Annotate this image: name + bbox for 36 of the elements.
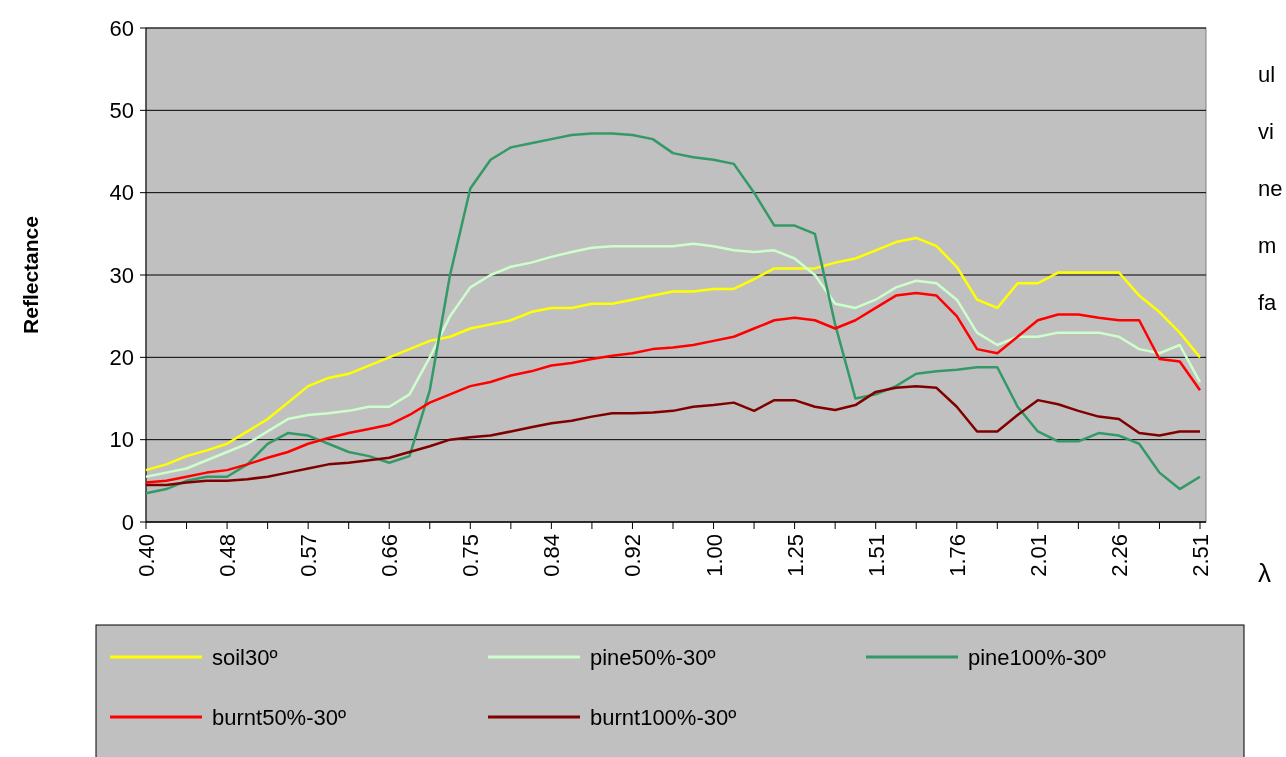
text: fa (1258, 290, 1278, 315)
text: m (1258, 233, 1277, 258)
x-tick-label: 1.00 (701, 534, 727, 577)
x-tick-label: 1.51 (863, 534, 889, 577)
y-tick-label: 10 (109, 427, 134, 453)
x-tick-label: 0.57 (296, 534, 322, 577)
legend-label: pine50%-30º (590, 644, 716, 670)
line-series (144, 132, 1202, 495)
y-tick-label: 30 (109, 262, 134, 288)
text: vi (1258, 119, 1274, 144)
line-series (144, 291, 1202, 484)
x-axis-title: λ (1258, 558, 1271, 588)
text: ne (1258, 176, 1283, 201)
y-axis-title: Reflectance (19, 216, 42, 334)
x-tick-label: 2.26 (1106, 534, 1132, 577)
x-tick-label: 0.92 (620, 534, 646, 577)
legend-label: burnt100%-30º (590, 704, 737, 730)
y-tick-label: 40 (109, 180, 134, 206)
x-tick-label: 0.48 (215, 534, 241, 577)
x-tick-label: 0.66 (377, 534, 403, 577)
legend-label: burnt50%-30º (212, 704, 347, 730)
x-tick-label: 1.76 (944, 534, 970, 577)
x-tick-label: 2.01 (1025, 534, 1051, 577)
legend-label: pine100%-30º (968, 644, 1106, 670)
y-tick-label: 60 (109, 15, 134, 41)
text: ul (1258, 62, 1276, 87)
x-tick-label: 0.84 (539, 534, 565, 577)
x-tick-label: 1.25 (782, 534, 808, 577)
x-tick-label: 0.40 (134, 534, 159, 577)
x-tick-label: 2.51 (1188, 534, 1213, 577)
y-tick-label: 20 (109, 345, 134, 371)
line-series (144, 384, 1202, 487)
y-tick-label: 0 (121, 509, 134, 535)
x-tick-label: 0.75 (458, 534, 484, 577)
y-tick-label: 50 (109, 98, 134, 124)
legend-label: soil30º (212, 644, 278, 670)
